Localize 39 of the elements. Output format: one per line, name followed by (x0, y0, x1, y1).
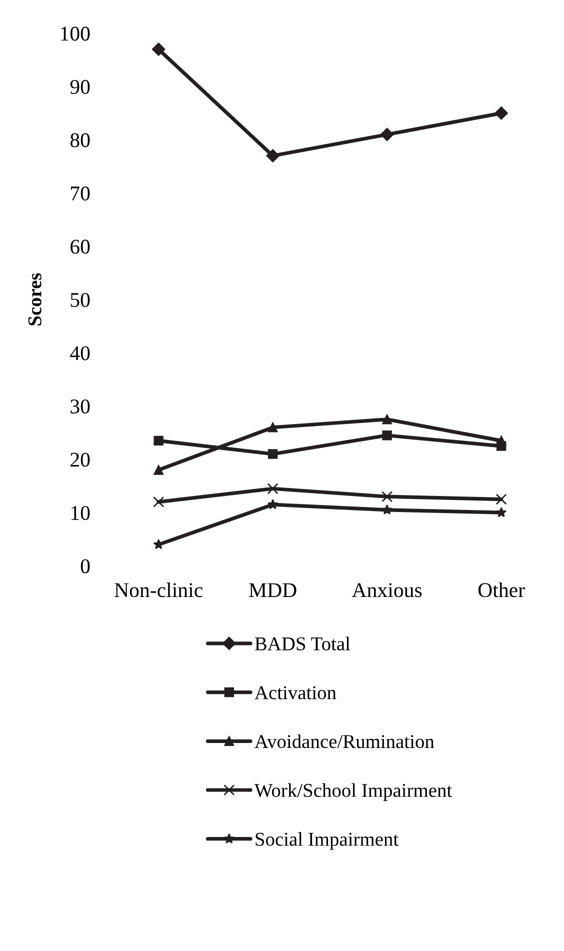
point (496, 507, 507, 518)
legend-label: Avoidance/Rumination (254, 734, 434, 748)
y-tick-label: 30 (70, 399, 90, 414)
point (382, 430, 392, 440)
legend-label: BADS Total (254, 636, 350, 650)
point (382, 504, 392, 515)
point (154, 436, 164, 446)
point (267, 483, 278, 494)
y-tick-label: 90 (70, 80, 90, 94)
x-tick-label: Other (478, 582, 525, 598)
point (268, 449, 278, 459)
y-tick-label: 0 (80, 559, 90, 574)
y-tick-label: 70 (71, 186, 90, 200)
point (382, 414, 392, 424)
y-tick-label: 80 (70, 133, 90, 148)
point (266, 149, 280, 162)
x-tick-label: Non-clinic (114, 582, 202, 598)
legend-label: Social Impairment (256, 832, 398, 850)
legend-label: Activation (254, 686, 336, 700)
x-tick-label: Anxious (352, 583, 422, 598)
point (268, 422, 278, 432)
y-axis-title: Scores (28, 273, 42, 326)
point (380, 128, 394, 142)
point (152, 42, 166, 56)
y-tick-label: 100 (61, 26, 90, 41)
point (153, 538, 164, 550)
point (268, 499, 278, 510)
y-tick-label: 10 (71, 506, 90, 520)
y-tick-label: 50 (70, 292, 90, 307)
point (496, 494, 507, 505)
y-tick-label: 40 (70, 346, 90, 360)
x-tick-label: MDD (249, 583, 296, 598)
y-tick-label: 60 (70, 240, 90, 254)
point (382, 491, 393, 502)
point (154, 465, 164, 475)
point (153, 496, 164, 508)
point (494, 106, 508, 120)
legend-label: Work/School Impairment (254, 783, 452, 801)
y-tick-label: 20 (70, 452, 90, 467)
